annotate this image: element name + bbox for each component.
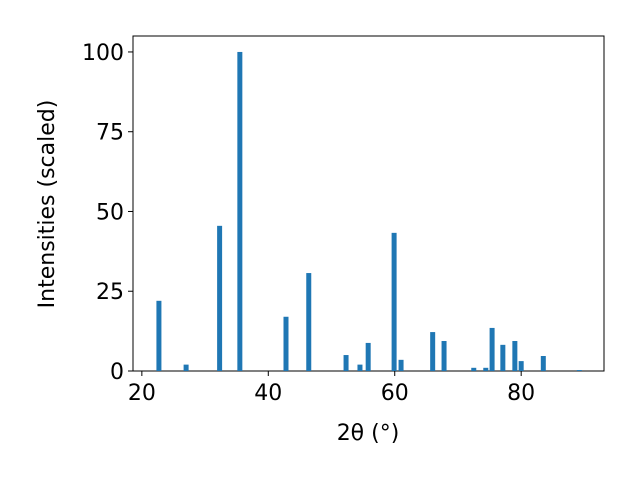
y-tick-label: 25: [96, 280, 124, 305]
bar: [306, 273, 312, 371]
y-tick-label: 50: [96, 200, 124, 225]
bar: [489, 327, 495, 371]
bar: [540, 356, 546, 371]
bar: [365, 342, 371, 371]
bar: [471, 367, 477, 371]
x-axis-label: 2θ (°): [337, 421, 400, 446]
y-axis-label: Intensities (scaled): [35, 100, 60, 309]
bar: [576, 370, 582, 371]
bar: [500, 344, 506, 371]
bar: [483, 367, 489, 371]
bar: [391, 232, 397, 371]
bar: [237, 51, 243, 371]
bar: [441, 341, 447, 371]
bar: [430, 332, 436, 371]
bar: [398, 359, 404, 371]
x-tick-label: 20: [128, 381, 156, 406]
bar: [343, 355, 349, 371]
bar: [156, 300, 162, 371]
bar: [217, 225, 223, 371]
bar: [357, 364, 363, 371]
bar: [183, 364, 189, 371]
x-tick-label: 80: [507, 381, 535, 406]
x-tick-label: 60: [381, 381, 409, 406]
bar: [283, 316, 289, 371]
bar: [518, 361, 524, 371]
plot-frame: [132, 35, 605, 372]
bar: [512, 341, 518, 371]
x-tick-label: 40: [254, 381, 282, 406]
y-tick-label: 0: [110, 360, 124, 385]
y-tick-label: 100: [82, 41, 124, 66]
y-tick-label: 75: [96, 121, 124, 146]
